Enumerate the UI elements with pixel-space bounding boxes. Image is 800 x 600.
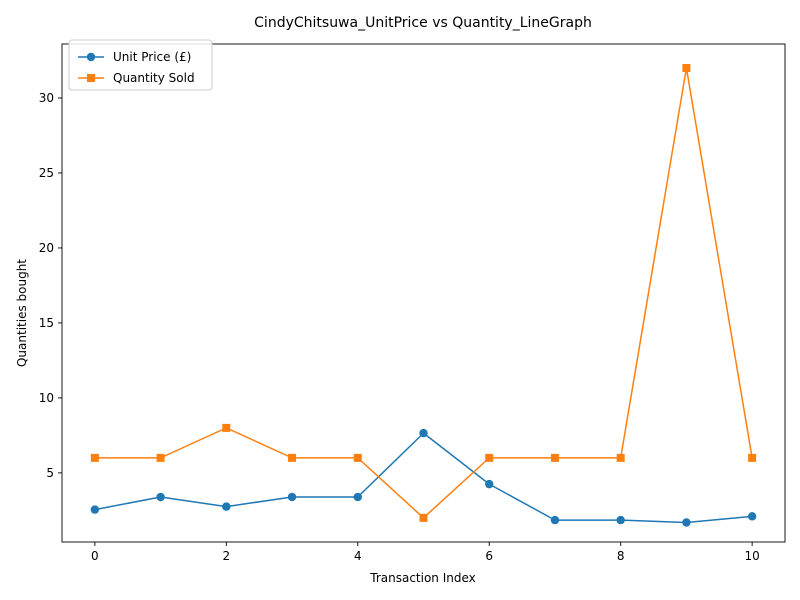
x-tick-label: 0 — [91, 549, 99, 563]
series-2-point — [748, 453, 757, 462]
x-tick-label: 6 — [485, 549, 493, 563]
series-1-point — [419, 428, 428, 438]
x-tick-label: 8 — [617, 549, 625, 563]
series-1-point — [222, 502, 231, 511]
y-tick-label: 20 — [39, 241, 54, 255]
y-axis-title: Quantities bought — [15, 259, 29, 367]
series-1-point — [616, 515, 625, 525]
series-1-point — [747, 512, 757, 521]
y-tick-label: 10 — [39, 391, 54, 405]
x-tick-label: 2 — [222, 549, 230, 563]
series-1-point — [682, 518, 691, 527]
series-2-point — [156, 453, 165, 462]
x-tick-label: 10 — [744, 549, 759, 563]
legend-marker-1 — [86, 52, 96, 62]
series-1-point — [90, 505, 100, 514]
axes-layer: 0 2 4 6 8 10 5 10 15 20 25 30 — [39, 43, 786, 563]
series-1-point — [485, 479, 494, 489]
series-2-point — [550, 453, 559, 462]
legend-label-1: Unit Price (£) — [113, 50, 191, 64]
series-2-point — [616, 453, 625, 462]
chart-title: CindyChitsuwa_UnitPrice vs Quantity_Line… — [254, 15, 592, 31]
series-2-point — [419, 513, 428, 522]
series-2-point — [682, 63, 691, 72]
series-layer — [90, 63, 757, 527]
series-1-point — [353, 492, 362, 502]
y-tick-label: 5 — [46, 466, 54, 480]
legend-marker-2 — [87, 74, 95, 82]
x-axis-title: Transaction Index — [369, 571, 476, 585]
series-2-point — [288, 453, 297, 462]
series-2-point — [353, 453, 362, 462]
y-tick-label: 15 — [39, 316, 54, 330]
series-1-point — [287, 492, 297, 502]
series-2-point — [485, 453, 494, 462]
legend-label-2: Quantity Sold — [113, 71, 195, 85]
legend-box — [68, 39, 213, 91]
series-1-point — [550, 515, 560, 525]
x-tick-label: 4 — [354, 549, 362, 563]
legend: Unit Price (£) Quantity Sold — [68, 39, 213, 91]
series-2-point — [222, 423, 231, 432]
series-1-point — [156, 492, 165, 502]
series-2-point — [90, 453, 99, 462]
y-tick-label: 25 — [39, 166, 54, 180]
plot-frame — [61, 43, 786, 543]
y-tick-label: 30 — [39, 91, 54, 105]
